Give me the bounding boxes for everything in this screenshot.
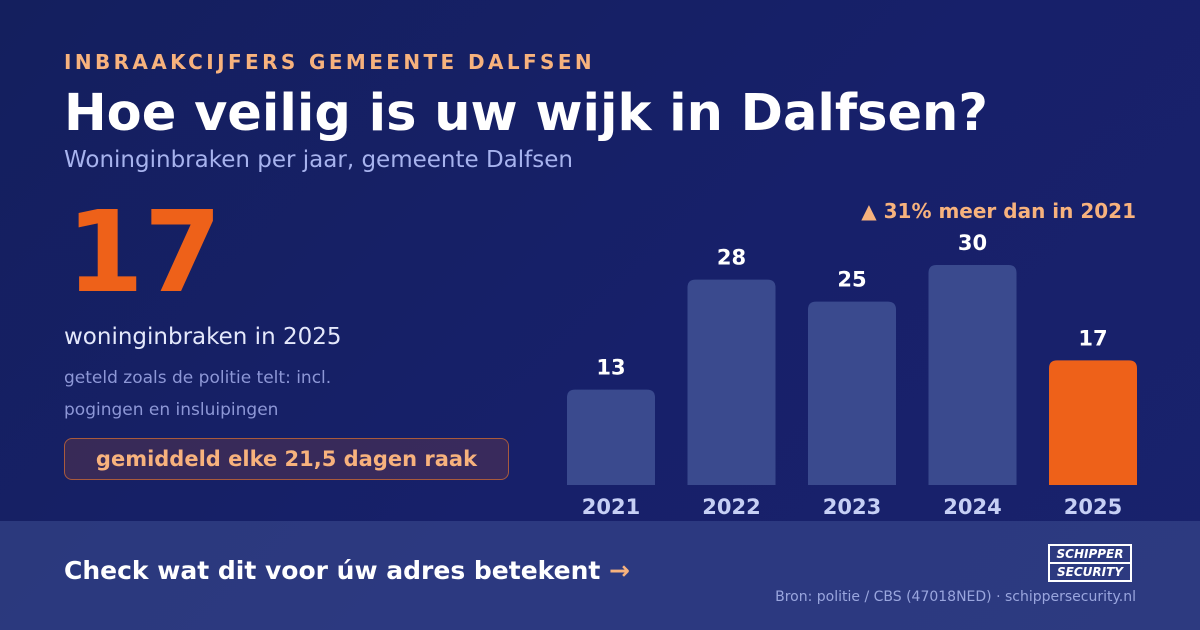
bar-2024	[928, 265, 1017, 485]
eyebrow-heading: INBRAAKCIJFERS GEMEENTE DALFSEN	[64, 50, 596, 74]
logo-line-2: SECURITY	[1050, 562, 1130, 580]
x-tick-label-2025: 2025	[1064, 495, 1122, 519]
value-label-2022: 28	[717, 246, 746, 270]
cta-text: Check wat dit voor úw adres betekent	[64, 556, 601, 585]
change-annotation: ▲ 31% meer dan in 2021	[861, 199, 1136, 223]
bar-2023	[808, 301, 896, 485]
bar-2025	[1049, 360, 1137, 485]
page-title: Hoe veilig is uw wijk in Dalfsen?	[64, 84, 988, 143]
page-subtitle: Woninginbraken per jaar, gemeente Dalfse…	[64, 147, 573, 173]
footer-bar	[0, 521, 1200, 630]
highlight-label: woninginbraken in 2025	[64, 324, 342, 350]
x-tick-label-2022: 2022	[702, 495, 760, 519]
highlight-number: 17	[66, 188, 222, 318]
count-method-note: geteld zoals de politie telt: incl. pogi…	[64, 368, 332, 420]
x-tick-label-2021: 2021	[582, 495, 640, 519]
source-credit: Bron: politie / CBS (47018NED) · schippe…	[775, 589, 1136, 605]
arrow-right-icon: →	[609, 556, 630, 585]
value-label-2025: 17	[1078, 326, 1107, 350]
value-label-2023: 25	[837, 268, 866, 292]
frequency-badge: gemiddeld elke 21,5 dagen raak	[64, 438, 509, 480]
schipper-security-logo[interactable]: SCHIPPER SECURITY	[1048, 544, 1132, 582]
value-label-2021: 13	[596, 356, 625, 380]
x-tick-label-2023: 2023	[823, 495, 881, 519]
logo-line-1: SCHIPPER	[1056, 547, 1124, 561]
value-label-2024: 30	[958, 231, 987, 255]
cta-link[interactable]: Check wat dit voor úw adres betekent →	[64, 556, 630, 585]
bar-2021	[567, 389, 655, 485]
bar-2022	[687, 279, 776, 485]
x-tick-label-2024: 2024	[943, 495, 1001, 519]
